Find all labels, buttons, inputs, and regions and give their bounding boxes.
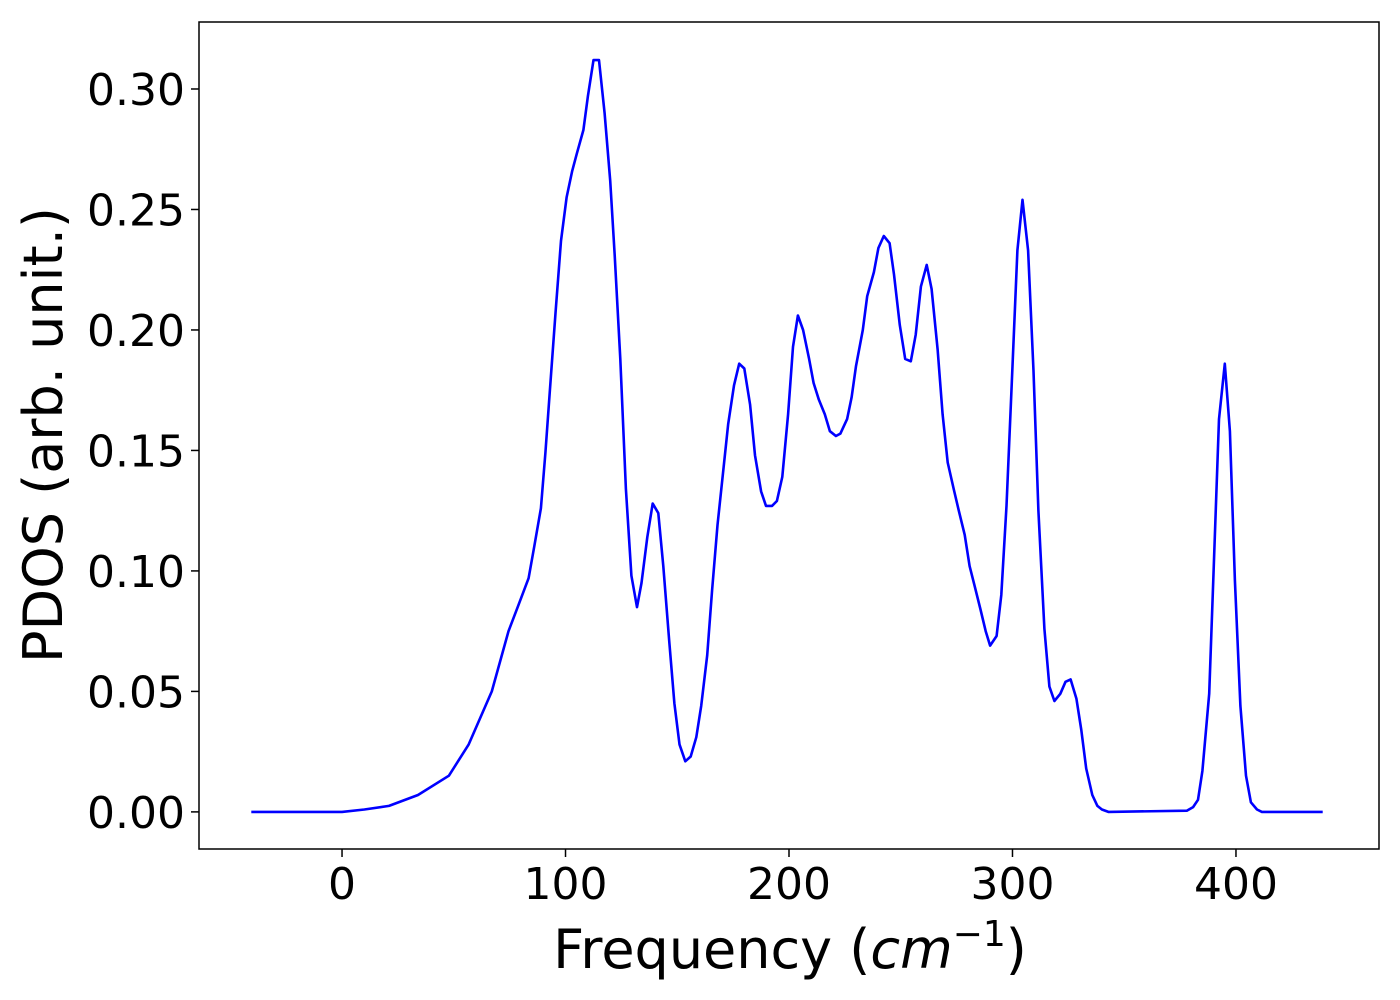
plot-frame xyxy=(198,21,1380,850)
x-label-sup: −1 xyxy=(953,914,1006,955)
y-tick-label: 0.00 xyxy=(87,788,185,839)
y-axis-label: PDOS (arb. unit.) xyxy=(12,207,75,663)
y-tick-label: 0.15 xyxy=(87,426,185,477)
x-tick-label: 300 xyxy=(970,859,1054,910)
x-label-close: ) xyxy=(1006,918,1027,981)
x-tick-label: 0 xyxy=(328,859,356,910)
y-tick-label: 0.10 xyxy=(87,547,185,598)
x-label-text: Frequency ( xyxy=(553,918,870,981)
x-tick-label: 400 xyxy=(1194,859,1278,910)
x-label-math: cm xyxy=(870,918,952,981)
x-axis-label: Frequency (cm−1) xyxy=(553,914,1027,981)
y-tick-label: 0.25 xyxy=(87,185,185,236)
x-tick-label: 200 xyxy=(747,859,831,910)
y-tick-label: 0.05 xyxy=(87,667,185,718)
y-tick-label: 0.30 xyxy=(87,65,185,116)
x-tick-label: 100 xyxy=(524,859,608,910)
data-line xyxy=(251,58,1323,814)
y-tick-label: 0.20 xyxy=(87,306,185,357)
